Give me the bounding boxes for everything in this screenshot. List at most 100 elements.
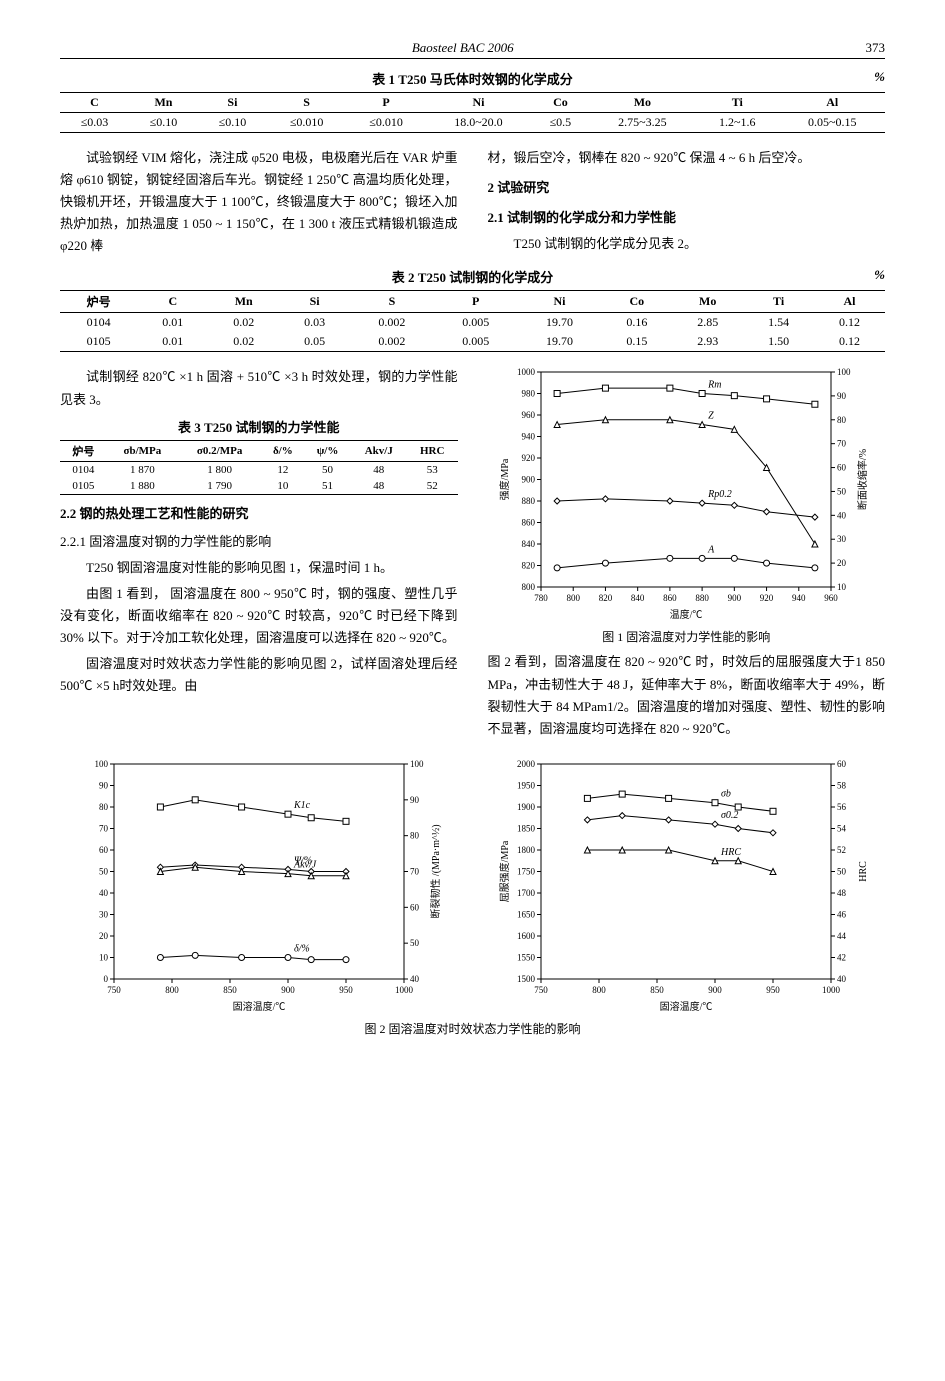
svg-text:1700: 1700 — [517, 888, 536, 898]
svg-text:1850: 1850 — [517, 823, 536, 833]
svg-text:54: 54 — [837, 823, 847, 833]
table-header: Akv/J — [351, 440, 407, 461]
table-cell: 0.12 — [814, 332, 885, 352]
svg-text:900: 900 — [728, 593, 742, 603]
svg-text:880: 880 — [696, 593, 710, 603]
svg-text:900: 900 — [522, 475, 536, 485]
svg-text:880: 880 — [522, 496, 536, 506]
svg-text:50: 50 — [99, 866, 109, 876]
svg-text:800: 800 — [165, 985, 179, 995]
table-cell: 0104 — [60, 461, 107, 478]
table-header: S — [350, 291, 434, 313]
table-header: Mo — [672, 291, 743, 313]
table-cell: ≤0.10 — [198, 113, 267, 133]
table-cell: 0.16 — [601, 313, 672, 333]
table-cell: 0.002 — [350, 332, 434, 352]
svg-text:800: 800 — [522, 582, 536, 592]
svg-text:44: 44 — [837, 931, 847, 941]
svg-text:0: 0 — [103, 974, 108, 984]
svg-text:780: 780 — [535, 593, 549, 603]
svg-text:屈服强度/MPa: 屈服强度/MPa — [498, 840, 511, 902]
table-header: P — [346, 93, 425, 113]
table-cell: 0.05 — [279, 332, 350, 352]
table-cell: 0105 — [60, 478, 107, 495]
table-header: σ0.2/MPa — [178, 440, 261, 461]
table-cell: 0.02 — [208, 332, 279, 352]
svg-text:820: 820 — [599, 593, 613, 603]
table-cell: ≤0.010 — [346, 113, 425, 133]
svg-text:960: 960 — [825, 593, 839, 603]
table-header: Co — [531, 93, 590, 113]
table-cell: 2.85 — [672, 313, 743, 333]
table1-title: 表 1 T250 马氏体时效钢的化学成分 % — [60, 69, 885, 88]
para-221b: 由图 1 看到， 固溶温度在 800 ~ 950℃ 时，钢的强度、塑性几乎没有变… — [60, 583, 458, 649]
svg-text:断面收缩率/%: 断面收缩率/% — [856, 449, 869, 510]
table-cell: ≤0.010 — [267, 113, 346, 133]
svg-text:30: 30 — [99, 909, 109, 919]
svg-text:σ0.2: σ0.2 — [721, 810, 738, 821]
svg-text:固溶温度/℃: 固溶温度/℃ — [232, 1000, 285, 1013]
table-header: ψ/% — [304, 440, 350, 461]
svg-text:750: 750 — [535, 985, 549, 995]
svg-text:40: 40 — [837, 974, 847, 984]
table-cell: 2.75~3.25 — [590, 113, 695, 133]
svg-text:100: 100 — [410, 759, 424, 769]
table-cell: ≤0.5 — [531, 113, 590, 133]
table-cell: 51 — [304, 478, 350, 495]
svg-text:100: 100 — [94, 759, 108, 769]
table-cell: 1.2~1.6 — [695, 113, 779, 133]
table-cell: 1.54 — [743, 313, 814, 333]
table-cell: 1 880 — [107, 478, 178, 495]
svg-text:10: 10 — [99, 952, 109, 962]
svg-text:840: 840 — [522, 539, 536, 549]
table-cell: 0.002 — [350, 313, 434, 333]
svg-text:900: 900 — [709, 985, 723, 995]
table-header: Si — [279, 291, 350, 313]
table-cell: 0105 — [60, 332, 137, 352]
svg-text:52: 52 — [837, 845, 846, 855]
page-header: Baosteel BAC 2006 373 — [60, 40, 885, 59]
table-header: Ti — [743, 291, 814, 313]
svg-text:1550: 1550 — [517, 952, 536, 962]
table-cell: 0.02 — [208, 313, 279, 333]
para-table3-intro: 试制钢经 820℃ ×1 h 固溶 + 510℃ ×3 h 时效处理，钢的力学性… — [60, 366, 458, 410]
svg-text:1000: 1000 — [395, 985, 414, 995]
svg-text:断裂韧性 /(MPa·m^½): 断裂韧性 /(MPa·m^½) — [429, 824, 442, 918]
table-cell: 19.70 — [518, 332, 602, 352]
svg-text:20: 20 — [837, 559, 847, 569]
section-2-heading: 2 试验研究 — [488, 177, 886, 199]
svg-text:960: 960 — [522, 410, 536, 420]
table-header: C — [137, 291, 208, 313]
table-header: HRC — [407, 440, 458, 461]
table-cell: 1 870 — [107, 461, 178, 478]
table-header: Mn — [208, 291, 279, 313]
table-header: Al — [814, 291, 885, 313]
table-header: C — [60, 93, 129, 113]
table-cell: 50 — [304, 461, 350, 478]
svg-text:40: 40 — [410, 974, 420, 984]
svg-text:Rp0.2: Rp0.2 — [707, 490, 732, 501]
para-sec21: T250 试制钢的化学成分见表 2。 — [488, 233, 886, 255]
table-header: S — [267, 93, 346, 113]
para-right-b: 图 2 看到，固溶温度在 820 ~ 920℃ 时，时效后的屈服强度大于1 85… — [488, 651, 886, 739]
table-header: Ti — [695, 93, 779, 113]
svg-text:40: 40 — [837, 511, 847, 521]
para-221c: 固溶温度对时效状态力学性能的影响见图 2，试样固溶处理后经500℃ ×5 h时效… — [60, 653, 458, 697]
svg-text:80: 80 — [837, 415, 847, 425]
svg-text:900: 900 — [281, 985, 295, 995]
para-221a: T250 钢固溶温度对性能的影响见图 1，保温时间 1 h。 — [60, 557, 458, 579]
svg-text:δ/%: δ/% — [294, 943, 310, 954]
figure-2-right-chart: 7508008509009501000150015501600165017001… — [488, 754, 886, 1014]
svg-text:1800: 1800 — [517, 845, 536, 855]
table-cell: 0.03 — [279, 313, 350, 333]
table-cell: 12 — [261, 461, 304, 478]
table-header: 炉号 — [60, 291, 137, 313]
svg-text:HRC: HRC — [720, 847, 741, 858]
svg-text:20: 20 — [99, 931, 109, 941]
svg-text:1750: 1750 — [517, 866, 536, 876]
para-process-left: 试验钢经 VIM 熔化，浇注成 φ520 电极，电极磨光后在 VAR 炉重熔 φ… — [60, 147, 458, 257]
table-cell: 19.70 — [518, 313, 602, 333]
table-cell: 48 — [351, 478, 407, 495]
svg-text:80: 80 — [410, 831, 420, 841]
svg-text:40: 40 — [99, 888, 109, 898]
